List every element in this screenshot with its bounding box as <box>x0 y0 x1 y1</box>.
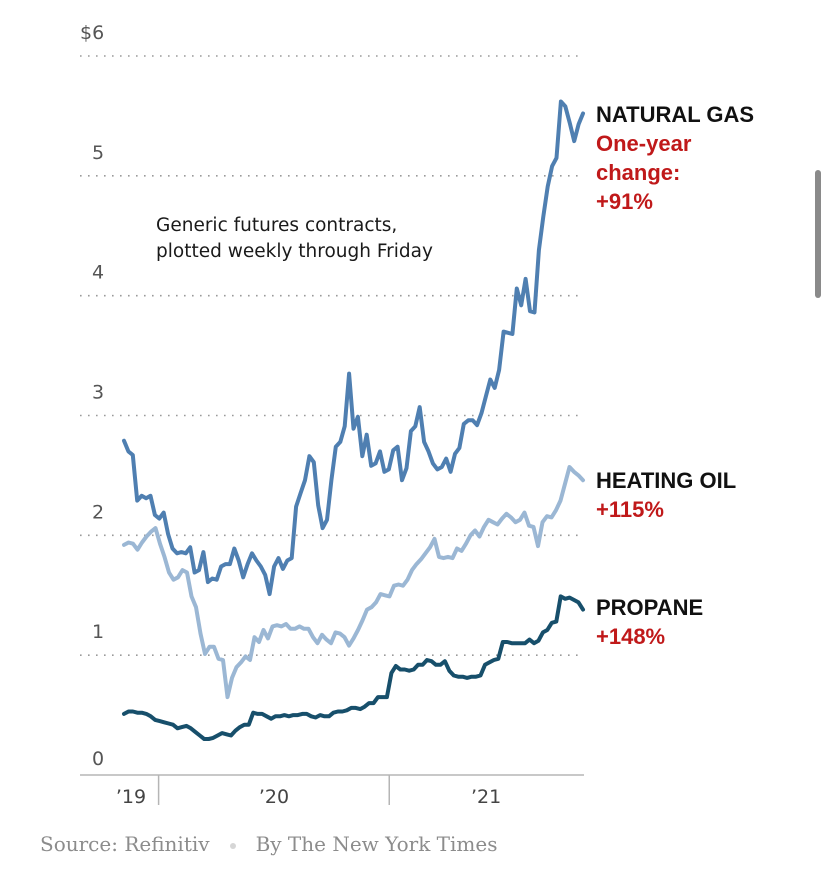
y-axis-ticks: 0 1 2 3 4 5 $6 <box>80 22 104 770</box>
x-tick-label: ’21 <box>471 786 501 808</box>
series-line-natural-gas <box>122 99 585 597</box>
series-name-label: HEATING OIL <box>596 468 736 493</box>
annotation-line: Generic futures contracts, <box>156 215 397 236</box>
y-tick-label: 0 <box>92 748 104 770</box>
y-tick-label: 4 <box>92 262 104 284</box>
gridlines <box>80 55 584 656</box>
label-natural-gas: NATURAL GAS One-year change: +91% <box>596 102 754 214</box>
vertical-scrollbar[interactable] <box>815 170 821 298</box>
change-label: +148% <box>596 624 665 649</box>
y-tick-label: 2 <box>92 501 104 523</box>
credit-text: By The New York Times <box>255 832 498 856</box>
series-line-propane <box>122 594 585 741</box>
annotation-line: plotted weekly through Friday <box>156 241 433 262</box>
y-tick-label: 3 <box>92 382 104 404</box>
change-label: change: <box>596 160 680 185</box>
y-tick-label: 5 <box>92 142 104 164</box>
x-tick-label: ’19 <box>116 786 146 808</box>
series-lines <box>122 99 585 741</box>
label-heating-oil: HEATING OIL +115% <box>596 468 736 522</box>
y-tick-label: 1 <box>92 621 104 643</box>
series-line-heating-oil <box>122 465 585 700</box>
x-tick-label: ’20 <box>259 786 289 808</box>
series-name-label: PROPANE <box>596 595 703 620</box>
y-tick-label: $6 <box>80 22 104 44</box>
change-label: +91% <box>596 189 653 214</box>
change-label: +115% <box>596 497 664 522</box>
source-text: Source: Refinitiv <box>40 832 210 856</box>
x-axis: ’19 ’20 ’21 <box>80 774 584 808</box>
change-label: One-year <box>596 131 692 156</box>
series-labels: NATURAL GAS One-year change: +91% HEATING OI… <box>596 102 754 649</box>
separator-dot <box>229 842 236 849</box>
footer: Source: Refinitiv By The New York Times <box>40 832 498 856</box>
series-name-label: NATURAL GAS <box>596 102 754 127</box>
label-propane: PROPANE +148% <box>596 595 703 649</box>
chart-annotation: Generic futures contracts, plotted weekly… <box>156 215 433 262</box>
